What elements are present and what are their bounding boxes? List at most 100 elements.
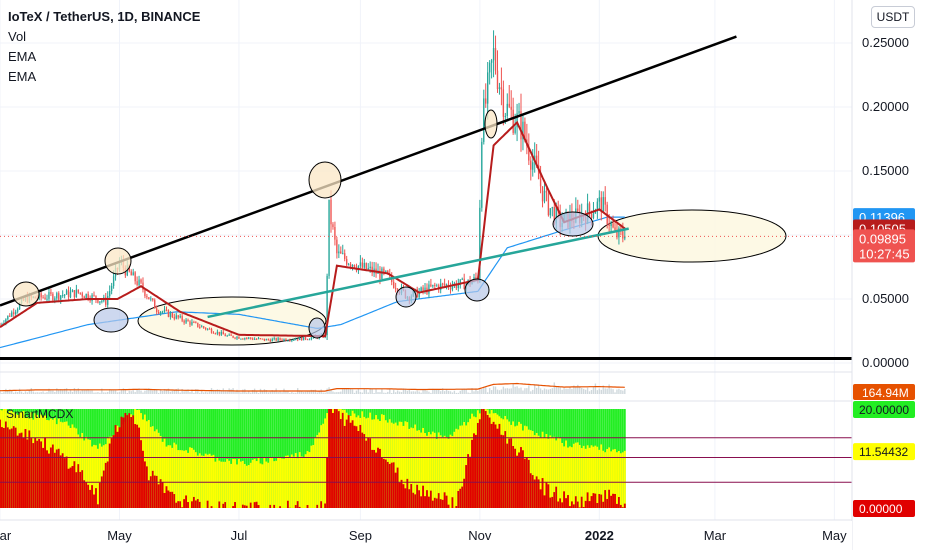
mcdx-yellow: [249, 462, 252, 508]
mcdx-yellow: [574, 442, 577, 508]
candle-body: [185, 319, 187, 323]
candle-body: [248, 337, 250, 339]
time-axis[interactable]: Mar May Jul Sep Nov 2022 Mar May: [0, 521, 852, 550]
candle-body: [604, 197, 606, 205]
volume-bar: [38, 392, 40, 394]
price-axis[interactable]: 0.250000.200000.150000.050000.000000.113…: [851, 0, 932, 550]
mcdx-red: [42, 447, 45, 508]
volume-bar: [492, 386, 495, 394]
mcdx-yellow: [435, 438, 438, 508]
mcdx-red: [355, 426, 358, 508]
volume-bar: [246, 392, 248, 394]
mcdx-yellow: [273, 461, 276, 508]
candle-body: [0, 324, 1, 326]
mcdx-red: [357, 431, 360, 508]
mcdx-red: [541, 478, 544, 508]
volume-bar: [434, 389, 436, 394]
mcdx-green: [267, 409, 270, 508]
mcdx-red: [100, 476, 103, 508]
mcdx-green: [283, 409, 285, 508]
mcdx-yellow: [192, 449, 195, 508]
mcdx-red: [316, 504, 319, 508]
mcdx-red: [600, 494, 603, 508]
mcdx-red: [79, 471, 82, 508]
mcdx-yellow: [286, 455, 289, 508]
mcdx-red: [20, 432, 23, 508]
volume-bar: [316, 392, 318, 394]
volume-bar: [40, 392, 42, 394]
candle-body: [506, 103, 508, 116]
volume-bar: [285, 390, 287, 394]
candle-body: [58, 293, 60, 300]
mcdx-yellow: [570, 447, 573, 508]
mcdx-badge: 20.00000: [853, 401, 915, 418]
legend-ema-2[interactable]: EMA: [8, 69, 37, 84]
volume-bar: [500, 389, 503, 394]
candle-body: [461, 278, 463, 280]
mcdx-red: [81, 470, 84, 508]
volume-bar: [422, 389, 424, 394]
currency-button[interactable]: USDT: [871, 6, 915, 28]
candle-body: [504, 115, 507, 117]
candle-body: [210, 329, 213, 333]
mcdx-red: [592, 493, 595, 508]
mcdx-yellow: [191, 447, 193, 508]
mcdx-red: [539, 489, 542, 508]
candle-body: [551, 207, 554, 209]
mcdx-yellow: [612, 449, 614, 508]
volume-bar: [581, 387, 583, 394]
candle-body: [14, 311, 17, 315]
annotation-ellipse: [484, 109, 498, 139]
candle-body: [89, 299, 91, 302]
mcdx-green: [218, 409, 221, 508]
mcdx-yellow: [224, 461, 227, 508]
mcdx-red: [234, 502, 236, 508]
candle-body: [549, 208, 552, 216]
volume-bar: [120, 389, 123, 394]
volume-bar: [575, 387, 577, 394]
mcdx-red: [498, 423, 501, 508]
mcdx-red: [369, 438, 372, 508]
volume-bar: [126, 392, 128, 394]
mcdx-red: [502, 435, 505, 508]
mcdx-red: [443, 492, 446, 508]
mcdx-yellow: [145, 421, 148, 508]
volume-bar: [114, 390, 117, 394]
volume-bar: [71, 391, 74, 394]
candle-body: [108, 291, 111, 297]
mcdx-yellow: [457, 429, 460, 508]
volume-bar: [391, 392, 393, 394]
mcdx-red: [51, 444, 54, 508]
volume-bar: [479, 388, 481, 394]
volume-bar: [87, 389, 89, 394]
legend-vol[interactable]: Vol: [8, 29, 27, 44]
volume-bar: [191, 389, 193, 394]
volume-bar: [91, 390, 93, 394]
volume-bar: [238, 391, 240, 394]
volume-bar: [420, 392, 422, 394]
legend-ema-1[interactable]: EMA: [8, 49, 37, 64]
candle-body: [63, 294, 66, 296]
candle-body: [52, 293, 54, 301]
volume-bar: [504, 388, 507, 394]
mcdx-yellow: [222, 461, 225, 508]
mcdx-yellow: [551, 437, 554, 508]
candle-body: [344, 253, 346, 259]
volume-bar: [557, 387, 559, 394]
mcdx-red: [445, 495, 448, 508]
mcdx-red: [36, 440, 39, 508]
mcdx-yellow: [584, 448, 587, 508]
mcdx-yellow: [619, 453, 622, 508]
annotation-ellipse: [464, 278, 490, 302]
volume-bar: [93, 392, 95, 394]
volume-bar: [251, 389, 254, 394]
volume-bar: [314, 389, 317, 394]
mcdx-yellow: [449, 434, 452, 508]
mcdx-yellow: [314, 437, 317, 508]
candle-body: [281, 339, 283, 341]
mcdx-red: [439, 499, 442, 508]
volume-bar: [44, 392, 46, 394]
mcdx-red: [18, 433, 21, 508]
mcdx-red: [363, 434, 366, 508]
